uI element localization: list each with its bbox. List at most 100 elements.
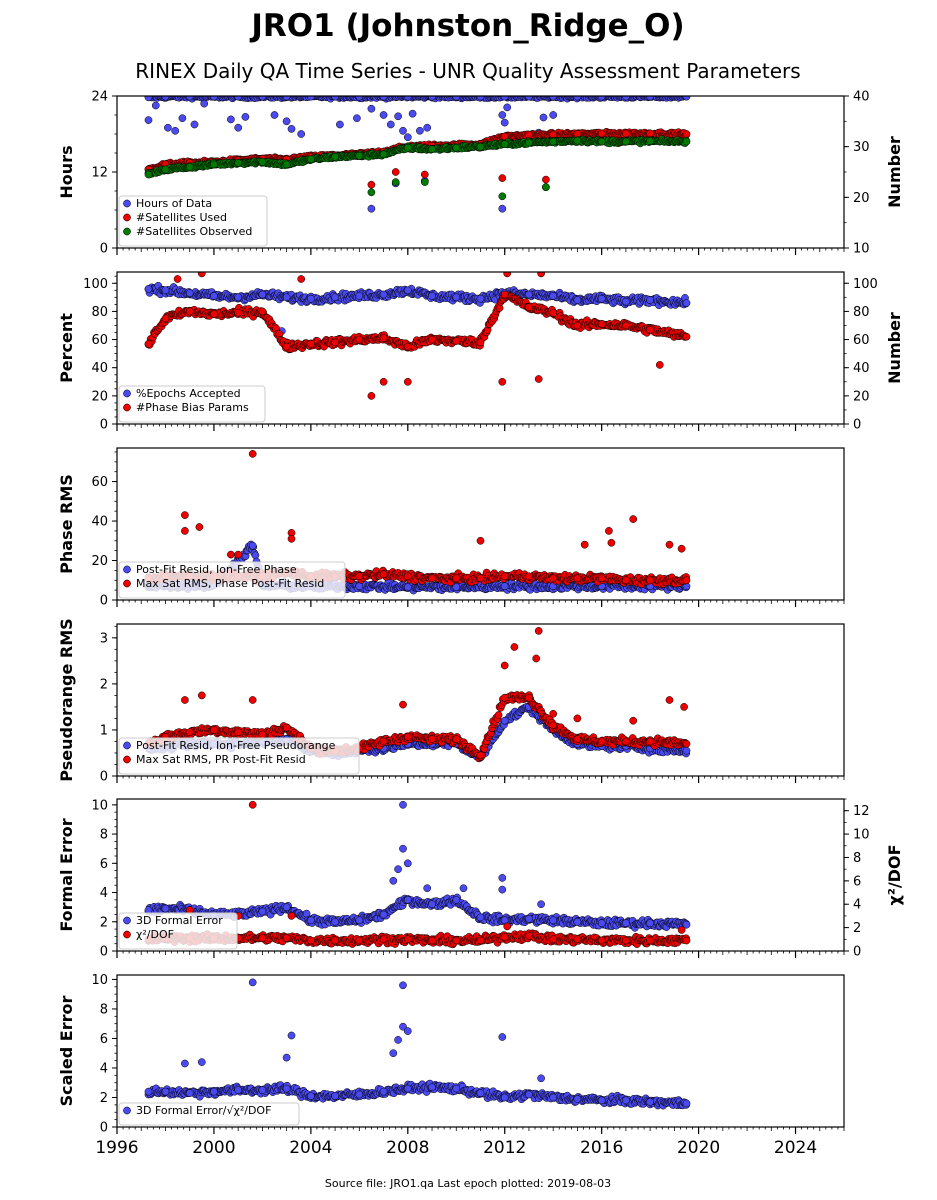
data-point [403,286,412,295]
series-1 [144,281,691,347]
data-point [646,137,654,145]
series-3 [144,135,691,201]
data-point [476,751,485,760]
y-axis-label: Percent [57,313,76,383]
data-point [282,723,291,732]
data-point [251,551,260,560]
data-point [144,96,153,102]
data-point [403,572,412,581]
data-point [416,126,424,135]
data-point [355,572,364,581]
legend-marker [123,227,131,236]
data-point [452,735,461,744]
data-point [258,307,267,316]
data-point [476,338,485,347]
data-point [500,582,509,591]
data-point [534,375,543,383]
legend-label: Post-Fit Resid, Ion-Free Phase [136,563,297,576]
data-point [367,188,376,197]
y-tick-label: 24 [91,90,108,105]
data-point [287,125,296,133]
data-point [161,286,170,295]
data-point [258,290,267,299]
data-point [144,170,153,179]
y-right-tick-label: 40 [853,361,870,376]
y-tick-label: 20 [91,389,108,404]
legend-marker [123,741,131,750]
data-point [549,137,558,146]
data-point [500,572,509,581]
legend: Post-Fit Resid, Ion-Free PseudorangeMax … [118,737,360,775]
data-point [391,168,400,176]
data-point [241,113,250,121]
legend-label: Max Sat RMS, PR Post-Fit Resid [136,753,306,766]
data-point [144,339,153,348]
data-point [573,735,582,744]
data-point [510,643,519,651]
data-point [682,739,691,748]
data-point [494,711,503,719]
data-point [622,137,630,146]
data-point [629,515,638,523]
data-point [367,204,376,213]
data-point [282,117,291,126]
data-point [403,143,412,152]
y-tick-label: 12 [91,166,108,181]
data-point [573,296,582,304]
y-right-tick-label: 0 [853,418,861,433]
data-point [307,339,315,348]
y-right-tick-label: 40 [853,90,870,105]
data-point [677,544,686,553]
data-point [682,576,691,585]
legend: Hours of Data#Satellites Used#Satellites… [118,195,268,247]
data-point [367,180,376,189]
data-point [525,303,533,312]
data-point [282,160,291,169]
data-point [248,450,257,458]
data-point [420,170,429,179]
data-point [379,737,388,746]
data-point [549,709,558,718]
y-tick-label: 60 [91,475,108,490]
data-point [549,292,558,300]
data-point [539,113,548,122]
data-point [379,377,388,386]
data-point [452,583,461,592]
data-point [185,163,194,171]
data-point [500,140,509,148]
data-point [331,293,339,302]
y-axis-label: Hours [57,145,76,198]
data-point [476,294,485,303]
y-tick-label: 60 [91,333,108,348]
legend-marker [123,755,131,764]
data-point [379,570,388,579]
data-point [161,314,170,323]
data-point [234,159,243,167]
data-point [498,192,507,201]
data-point [355,335,364,344]
data-point [394,112,402,121]
data-point [549,721,558,730]
series-1 [144,96,691,213]
legend-label: Hours of Data [136,197,212,210]
data-point [367,392,376,400]
data-point [476,536,485,545]
data-point [287,534,296,543]
data-point [622,129,630,138]
data-point [680,703,688,711]
legend-box [118,385,266,423]
data-point [173,275,182,283]
y-tick-label: 100 [83,277,108,292]
data-point [597,574,606,583]
data-point [379,334,388,342]
data-point [573,321,582,330]
data-point [164,123,172,132]
data-point [190,120,199,129]
data-point [607,538,616,547]
data-point [542,183,550,192]
legend-label: #Satellites Observed [136,225,252,238]
data-point [629,716,638,725]
y-right-tick-label: 80 [853,305,870,320]
data-point [355,292,364,300]
